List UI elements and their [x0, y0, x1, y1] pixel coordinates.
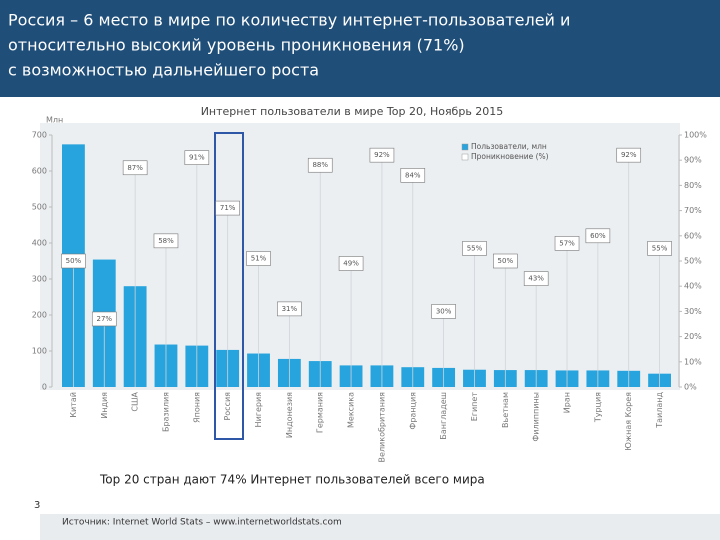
- penetration-label: 87%: [127, 164, 143, 172]
- note-box: [95, 462, 620, 492]
- header-title: относительно высокий уровень проникновен…: [8, 36, 465, 55]
- y-tick-label: 200: [32, 311, 47, 320]
- y-tick-label: 100: [32, 347, 47, 356]
- x-tick-label: Франция: [408, 392, 417, 430]
- y2-tick-label: 40%: [684, 282, 702, 291]
- y2-tick-label: 20%: [684, 332, 702, 341]
- x-tick-label: Бангладеш: [439, 392, 448, 440]
- penetration-box: [246, 251, 271, 266]
- penetration-label: 31%: [282, 305, 298, 313]
- x-tick-label: Индонезия: [285, 392, 294, 438]
- x-tick-label: Россия: [223, 392, 232, 421]
- penetration-box: [431, 304, 456, 319]
- penetration-box: [616, 147, 642, 163]
- penetration-label: 51%: [251, 254, 267, 262]
- x-tick-label: Южная Корея: [624, 392, 633, 451]
- penetration-label: 91%: [189, 154, 205, 162]
- y2-tick-label: 80%: [684, 181, 702, 190]
- penetration-label: 55%: [467, 244, 483, 252]
- chart-title: Интернет пользователи в мире Top 20, Ноя…: [201, 105, 504, 118]
- x-tick-label: Турция: [593, 392, 602, 423]
- x-tick-label: Египет: [470, 392, 479, 422]
- y2-tick-label: 0%: [684, 383, 697, 392]
- penetration-label: 60%: [590, 232, 606, 240]
- penetration-box: [307, 157, 333, 173]
- source-bar: [40, 514, 720, 540]
- penetration-box: [277, 301, 302, 317]
- y2-tick-label: 30%: [684, 307, 702, 316]
- header-title: с возможностью дальнейшего роста: [8, 61, 319, 80]
- highlight-box: [214, 132, 244, 440]
- y-tick-label: 0: [42, 383, 47, 392]
- y2-tick-label: 70%: [684, 206, 702, 215]
- penetration-box: [554, 236, 580, 251]
- source: Источник: Internet World Stats – www.int…: [62, 518, 342, 528]
- penetration-box: [647, 241, 672, 256]
- y2-tick-label: 10%: [684, 357, 702, 366]
- y2-tick-label: 90%: [684, 156, 702, 165]
- x-tick-label: Япония: [192, 392, 201, 423]
- penetration-label: 57%: [559, 239, 575, 247]
- y-tick-label: 700: [32, 131, 47, 140]
- y2-tick-label: 60%: [684, 231, 702, 240]
- y-tick-label: 300: [32, 275, 47, 284]
- penetration-box: [369, 147, 395, 163]
- y-tick-label: 400: [32, 239, 47, 248]
- penetration-label: 43%: [528, 275, 544, 283]
- penetration-label: 50%: [498, 257, 514, 265]
- penetration-label: 55%: [652, 244, 668, 252]
- penetration-box: [523, 271, 549, 286]
- header-title: Россия – 6 место в мире по количеству ин…: [8, 11, 570, 30]
- y-tick-label: 600: [32, 167, 47, 176]
- x-tick-label: Нигерия: [254, 392, 263, 428]
- x-tick-label: Бразилия: [161, 392, 170, 432]
- penetration-label: 88%: [312, 161, 328, 169]
- penetration-box: [184, 150, 210, 165]
- x-tick-label: Германия: [316, 392, 325, 433]
- x-tick-label: Иран: [563, 392, 572, 413]
- y-axis-label: Млн: [46, 116, 63, 125]
- penetration-box: [585, 228, 611, 244]
- y2-tick-label: 100%: [684, 131, 707, 140]
- legend-swatch: [461, 143, 469, 151]
- x-tick-label: Таиланд: [655, 392, 664, 429]
- x-tick-label: Индия: [100, 392, 109, 419]
- penetration-box: [400, 168, 426, 183]
- penetration-box: [61, 253, 86, 269]
- x-tick-label: Филиппины: [532, 392, 541, 442]
- y2-tick-label: 50%: [684, 257, 702, 266]
- penetration-label: 30%: [436, 307, 452, 315]
- penetration-label: 92%: [621, 151, 637, 159]
- legend-label: Пользователи, млн: [471, 142, 547, 151]
- footer-note: Top 20 стран дают 74% Интернет пользоват…: [99, 473, 485, 487]
- penetration-label: 71%: [220, 204, 236, 212]
- penetration-label: 49%: [343, 260, 359, 268]
- y-tick-label: 500: [32, 203, 47, 212]
- penetration-label: 84%: [405, 171, 421, 179]
- penetration-label: 58%: [158, 237, 174, 245]
- x-tick-label: США: [131, 391, 140, 411]
- x-tick-label: Китай: [69, 392, 78, 418]
- legend-label: Проникновение (%): [471, 152, 549, 161]
- legend-swatch: [461, 153, 469, 161]
- penetration-label: 50%: [66, 257, 82, 265]
- penetration-box: [153, 233, 179, 249]
- penetration-box: [493, 253, 518, 269]
- penetration-box: [215, 200, 240, 216]
- penetration-box: [338, 256, 364, 271]
- x-tick-label: Вьетнам: [501, 392, 510, 428]
- penetration-box: [122, 160, 148, 176]
- page-number: 3: [34, 500, 40, 511]
- penetration-box: [462, 241, 487, 256]
- penetration-box: [91, 311, 117, 327]
- penetration-label: 92%: [374, 151, 390, 159]
- x-tick-label: Великобритания: [377, 392, 386, 463]
- header-bar: [0, 0, 720, 97]
- x-tick-label: Мексика: [347, 392, 356, 428]
- penetration-label: 27%: [96, 315, 112, 323]
